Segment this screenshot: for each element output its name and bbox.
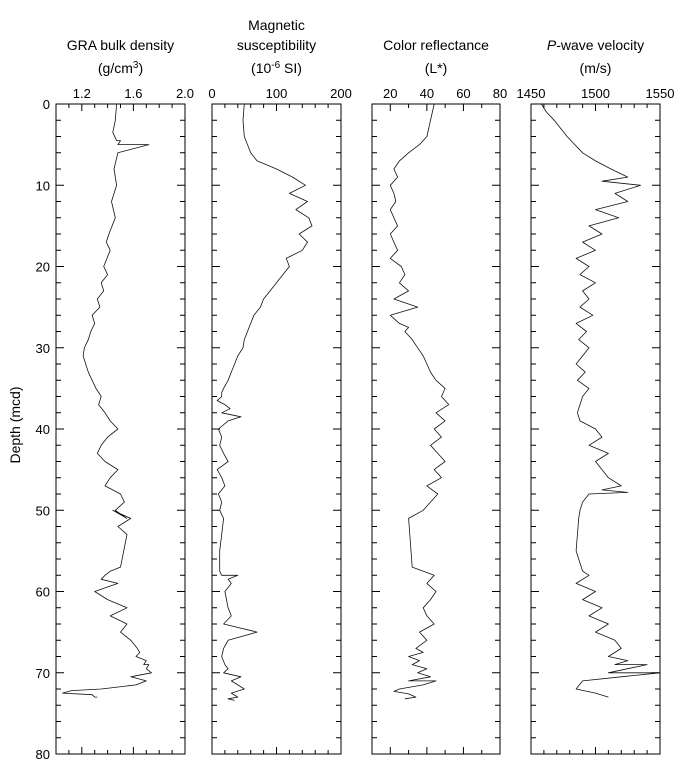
x-tick-label: 2.0 — [176, 86, 194, 101]
panel-title-line: Magnetic — [248, 17, 305, 33]
series-line — [62, 103, 152, 698]
y-tick-label: 20 — [36, 260, 50, 275]
panel-title-unit: (10-6 SI) — [251, 60, 302, 76]
y-tick-label: 50 — [36, 503, 50, 518]
panel-frame — [371, 103, 501, 755]
panel-title-line: P-wave velocity — [547, 37, 644, 53]
x-tick-label: 1500 — [581, 86, 610, 101]
series-line — [389, 103, 450, 700]
panel-3: P-wave velocity (m/s) 1450 1500 1550 — [517, 37, 675, 755]
panel-title-unit: (g/cm3) — [98, 60, 143, 76]
series-line — [216, 103, 313, 701]
x-tick-label: 80 — [493, 86, 507, 101]
x-tick-label: 1550 — [646, 86, 675, 101]
y-tick-label: 30 — [36, 341, 50, 356]
x-tick-label: 1.2 — [73, 86, 91, 101]
y-tick-label: 70 — [36, 666, 50, 681]
panel-title-line: GRA bulk density — [67, 37, 174, 53]
x-tick-label: 100 — [266, 86, 288, 101]
panel-0: GRA bulk density (g/cm3) 1.2 1.6 2.0 0 10 20 30 4… — [36, 37, 195, 762]
y-tick-label: 60 — [36, 585, 50, 600]
series-line — [540, 103, 661, 698]
panel-frame — [211, 103, 342, 755]
x-tick-label: 200 — [330, 86, 352, 101]
y-tick-label: 10 — [36, 178, 50, 193]
panel-title-line: susceptibility — [237, 37, 316, 53]
panel-2: Color reflectance (L*) 20 40 60 80 — [371, 37, 507, 755]
y-tick-label: 40 — [36, 422, 50, 437]
panel-title-unit: (m/s) — [580, 60, 612, 76]
panel-1: Magnetic susceptibility (10-6 SI) 0 100 200 — [208, 17, 352, 755]
x-tick-label: 20 — [383, 86, 397, 101]
panel-title-line: Color reflectance — [383, 37, 489, 53]
x-tick-label: 60 — [456, 86, 470, 101]
y-tick-label: 80 — [36, 747, 50, 762]
x-tick-label: 1450 — [517, 86, 546, 101]
y-tick-label: 0 — [43, 97, 50, 112]
x-tick-label: 40 — [420, 86, 434, 101]
panel-frame — [55, 103, 186, 755]
y-axis-label: Depth (mcd) — [7, 386, 23, 463]
panel-title-unit: (L*) — [425, 60, 448, 76]
x-tick-label: 1.6 — [124, 86, 142, 101]
x-tick-label: 0 — [208, 86, 215, 101]
